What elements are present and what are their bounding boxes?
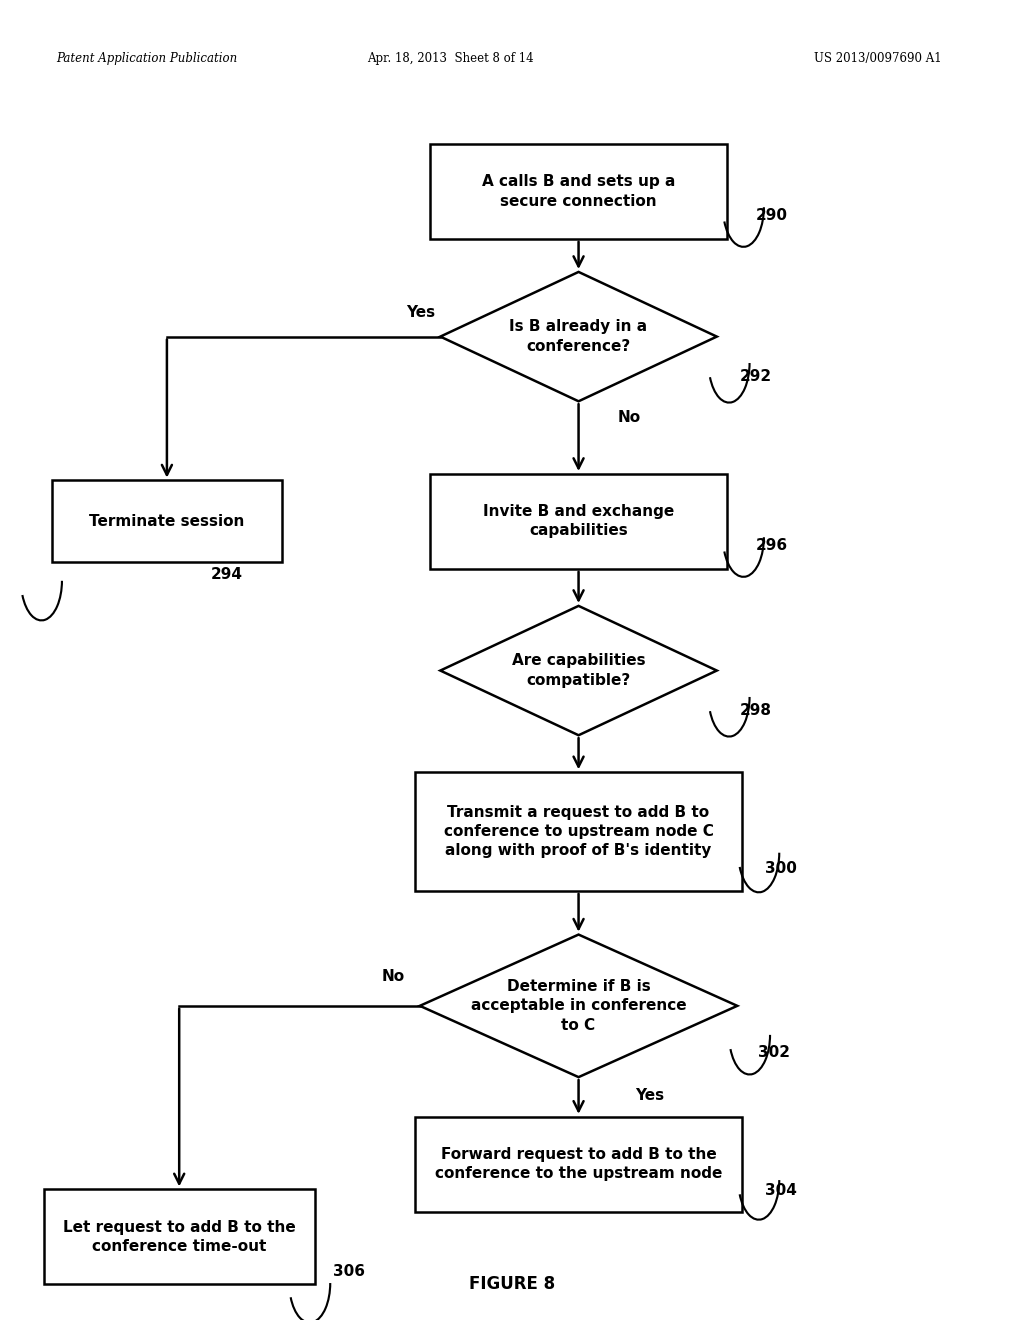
Text: 294: 294: [211, 566, 243, 582]
Polygon shape: [440, 606, 717, 735]
Text: Determine if B is
acceptable in conference
to C: Determine if B is acceptable in conferen…: [471, 979, 686, 1032]
Text: Is B already in a
conference?: Is B already in a conference?: [510, 319, 647, 354]
Text: Apr. 18, 2013  Sheet 8 of 14: Apr. 18, 2013 Sheet 8 of 14: [368, 51, 534, 65]
Text: Transmit a request to add B to
conference to upstream node C
along with proof of: Transmit a request to add B to conferenc…: [443, 805, 714, 858]
Text: Yes: Yes: [635, 1088, 664, 1104]
Text: Terminate session: Terminate session: [89, 513, 245, 529]
Bar: [415, 1117, 742, 1212]
Bar: [415, 772, 742, 891]
Bar: [43, 1189, 315, 1284]
Text: 296: 296: [756, 537, 787, 553]
Text: 290: 290: [756, 207, 787, 223]
Text: Invite B and exchange
capabilities: Invite B and exchange capabilities: [483, 504, 674, 539]
Text: 300: 300: [765, 861, 797, 876]
Text: Are capabilities
compatible?: Are capabilities compatible?: [512, 653, 645, 688]
Polygon shape: [420, 935, 737, 1077]
Text: FIGURE 8: FIGURE 8: [469, 1275, 555, 1294]
Text: 304: 304: [765, 1183, 797, 1199]
Bar: [51, 480, 283, 562]
Text: A calls B and sets up a
secure connection: A calls B and sets up a secure connectio…: [482, 174, 675, 209]
Text: Yes: Yes: [407, 305, 435, 321]
Text: No: No: [381, 969, 404, 985]
Text: 292: 292: [739, 368, 771, 384]
Bar: [430, 474, 727, 569]
Text: US 2013/0097690 A1: US 2013/0097690 A1: [814, 51, 942, 65]
Text: 302: 302: [758, 1044, 790, 1060]
Text: Forward request to add B to the
conference to the upstream node: Forward request to add B to the conferen…: [435, 1147, 722, 1181]
Text: Let request to add B to the
conference time-out: Let request to add B to the conference t…: [62, 1220, 296, 1254]
Text: No: No: [617, 409, 641, 425]
Text: 306: 306: [334, 1263, 366, 1279]
Bar: [430, 144, 727, 239]
Polygon shape: [440, 272, 717, 401]
Text: Patent Application Publication: Patent Application Publication: [56, 51, 238, 65]
Text: 298: 298: [739, 702, 771, 718]
